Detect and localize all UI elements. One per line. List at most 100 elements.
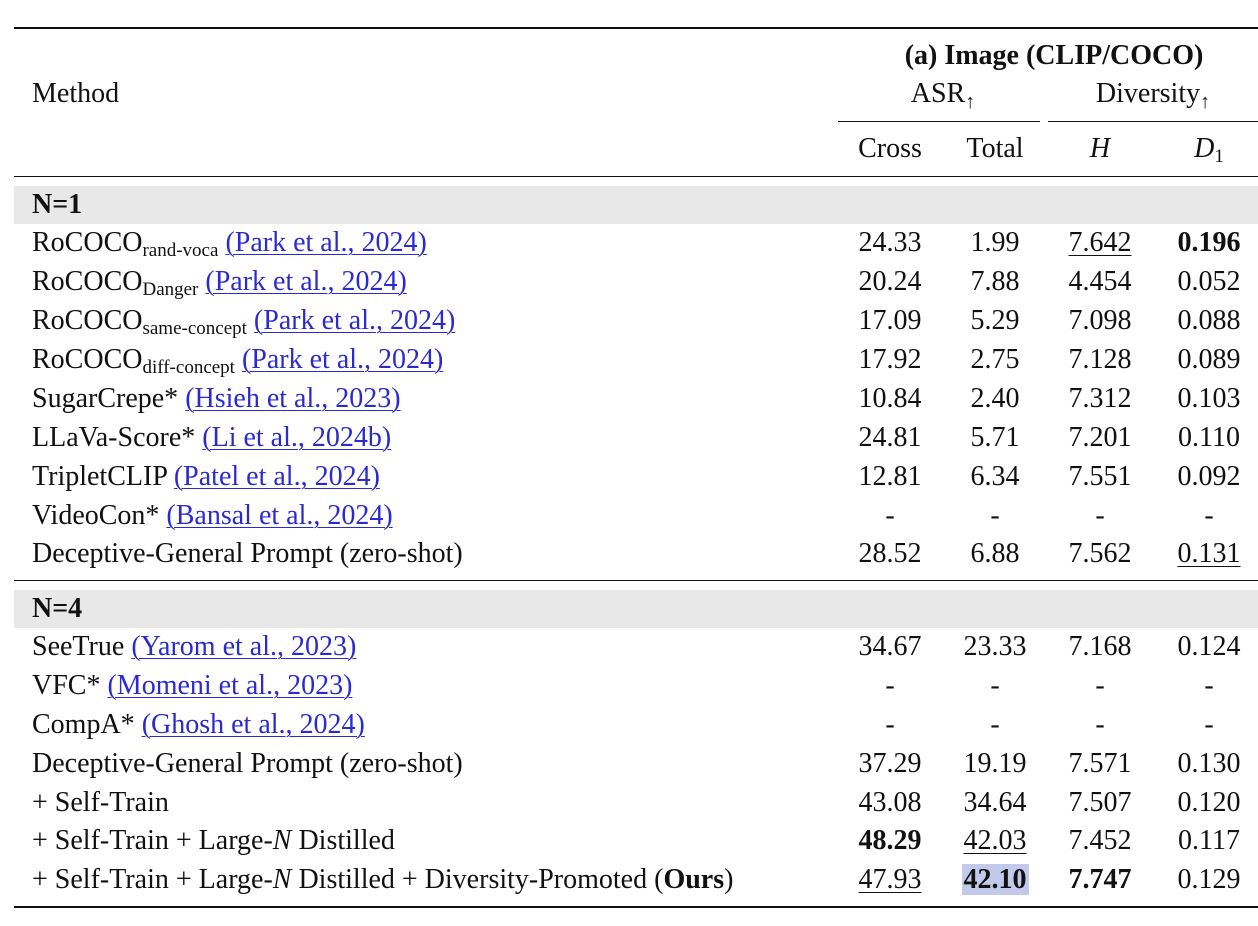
- method-name: RoCOCOdiff-concept (Park et al., 2024): [32, 344, 444, 378]
- method-header: Method: [32, 78, 120, 109]
- h-value: 7.128: [1068, 344, 1132, 375]
- method-name: SugarCrepe* (Hsieh et al., 2023): [32, 383, 401, 414]
- d1-value: 0.120: [1177, 787, 1241, 818]
- cross-value: 17.92: [858, 344, 922, 375]
- d1-value: 0.089: [1177, 344, 1241, 375]
- method-name: + Self-Train + Large-N Distilled: [32, 825, 395, 856]
- d1-value: 0.130: [1177, 748, 1241, 779]
- section-label-n1: N=1: [32, 189, 83, 220]
- d1-value: 0.052: [1177, 266, 1241, 297]
- citation-link[interactable]: (Patel et al., 2024): [173, 461, 380, 492]
- total-value: -: [990, 500, 1000, 531]
- cross-value: 17.09: [858, 305, 922, 336]
- asr-header: ASR↑: [910, 78, 976, 113]
- citation-link[interactable]: (Momeni et al., 2023): [107, 670, 353, 701]
- col-header-total: Total: [966, 133, 1024, 164]
- d1-value: -: [1204, 500, 1214, 531]
- method-name: + Self-Train: [32, 787, 169, 818]
- method-name: VideoCon* (Bansal et al., 2024): [32, 500, 393, 531]
- col-header-cross: Cross: [858, 133, 922, 164]
- method-name: CompA* (Ghosh et al., 2024): [32, 709, 365, 740]
- total-value: -: [990, 709, 1000, 740]
- d1-value: 0.110: [1178, 422, 1240, 453]
- citation-link[interactable]: (Park et al., 2024): [253, 305, 456, 336]
- method-name: + Self-Train + Large-N Distilled + Diver…: [32, 864, 734, 895]
- group-title: (a) Image (CLIP/COCO): [904, 40, 1204, 71]
- citation-link[interactable]: (Ghosh et al., 2024): [141, 709, 365, 740]
- h-value: 4.454: [1068, 266, 1132, 297]
- total-value: 2.75: [970, 344, 1020, 375]
- d1-value: 0.129: [1177, 864, 1241, 895]
- h-value: 7.562: [1068, 538, 1132, 569]
- d1-value: 0.117: [1178, 825, 1240, 856]
- h-value: -: [1095, 670, 1105, 701]
- cross-value: 24.81: [858, 422, 922, 453]
- citation-link[interactable]: (Hsieh et al., 2023): [185, 383, 401, 414]
- d1-value: 0.092: [1177, 461, 1241, 492]
- col-header-h: H: [1089, 133, 1111, 164]
- method-name: TripletCLIP (Patel et al., 2024): [32, 461, 380, 492]
- citation-link[interactable]: (Park et al., 2024): [205, 266, 407, 297]
- header-rule: [14, 176, 1258, 177]
- h-value: 7.312: [1068, 383, 1132, 414]
- col-header-d1: D1: [1194, 133, 1224, 167]
- total-value: 42.10: [961, 864, 1029, 895]
- total-value: 42.03: [963, 825, 1027, 856]
- total-value: 19.19: [963, 748, 1027, 779]
- bottom-rule: [14, 906, 1258, 908]
- d1-value: 0.196: [1177, 227, 1241, 258]
- h-value: 7.747: [1068, 864, 1132, 895]
- d1-value: 0.131: [1177, 538, 1241, 569]
- cross-value: 48.29: [858, 825, 922, 856]
- cross-value: 34.67: [858, 631, 922, 662]
- h-value: 7.507: [1068, 787, 1132, 818]
- total-value: 7.88: [970, 266, 1020, 297]
- cross-value: 20.24: [858, 266, 922, 297]
- method-name: RoCOCOsame-concept (Park et al., 2024): [32, 305, 456, 339]
- total-value: 5.71: [970, 422, 1020, 453]
- h-value: 7.642: [1068, 227, 1132, 258]
- h-value: 7.551: [1068, 461, 1132, 492]
- citation-link[interactable]: (Park et al., 2024): [241, 344, 444, 375]
- total-value: 2.40: [970, 383, 1020, 414]
- citation-link[interactable]: (Park et al., 2024): [225, 227, 427, 258]
- diversity-cmidrule: [1048, 121, 1258, 122]
- h-value: 7.571: [1068, 748, 1132, 779]
- total-value: 5.29: [970, 305, 1020, 336]
- d1-value: 0.103: [1177, 383, 1241, 414]
- h-value: 7.201: [1068, 422, 1132, 453]
- cross-value: 37.29: [858, 748, 922, 779]
- method-name: Deceptive-General Prompt (zero-shot): [32, 748, 463, 779]
- section-band-n4: [14, 590, 1258, 628]
- method-name: VFC* (Momeni et al., 2023): [32, 670, 353, 701]
- h-value: -: [1095, 709, 1105, 740]
- cross-value: 12.81: [858, 461, 922, 492]
- method-name: RoCOCODanger (Park et al., 2024): [32, 266, 407, 300]
- total-value: 1.99: [970, 227, 1020, 258]
- section-rule: [14, 580, 1258, 581]
- h-value: 7.098: [1068, 305, 1132, 336]
- total-value: 6.34: [970, 461, 1020, 492]
- cross-value: -: [885, 709, 895, 740]
- asr-cmidrule: [838, 121, 1040, 122]
- cross-value: 10.84: [858, 383, 922, 414]
- d1-value: 0.124: [1177, 631, 1241, 662]
- d1-value: 0.088: [1177, 305, 1241, 336]
- d1-value: -: [1204, 670, 1214, 701]
- citation-link[interactable]: (Li et al., 2024b): [202, 422, 392, 453]
- total-value: -: [990, 670, 1000, 701]
- total-value: 34.64: [963, 787, 1027, 818]
- cross-value: -: [885, 500, 895, 531]
- h-value: 7.168: [1068, 631, 1132, 662]
- method-name: RoCOCOrand-voca (Park et al., 2024): [32, 227, 427, 261]
- cross-value: 24.33: [858, 227, 922, 258]
- citation-link[interactable]: (Bansal et al., 2024): [166, 500, 393, 531]
- h-value: 7.452: [1068, 825, 1132, 856]
- results-table: Method (a) Image (CLIP/COCO) ASR↑ Divers…: [14, 0, 1258, 926]
- section-label-n4: N=4: [32, 593, 83, 624]
- d1-value: -: [1204, 709, 1214, 740]
- cross-value: 28.52: [858, 538, 922, 569]
- citation-link[interactable]: (Yarom et al., 2023): [131, 631, 357, 662]
- cross-value: -: [885, 670, 895, 701]
- total-value: 23.33: [963, 631, 1027, 662]
